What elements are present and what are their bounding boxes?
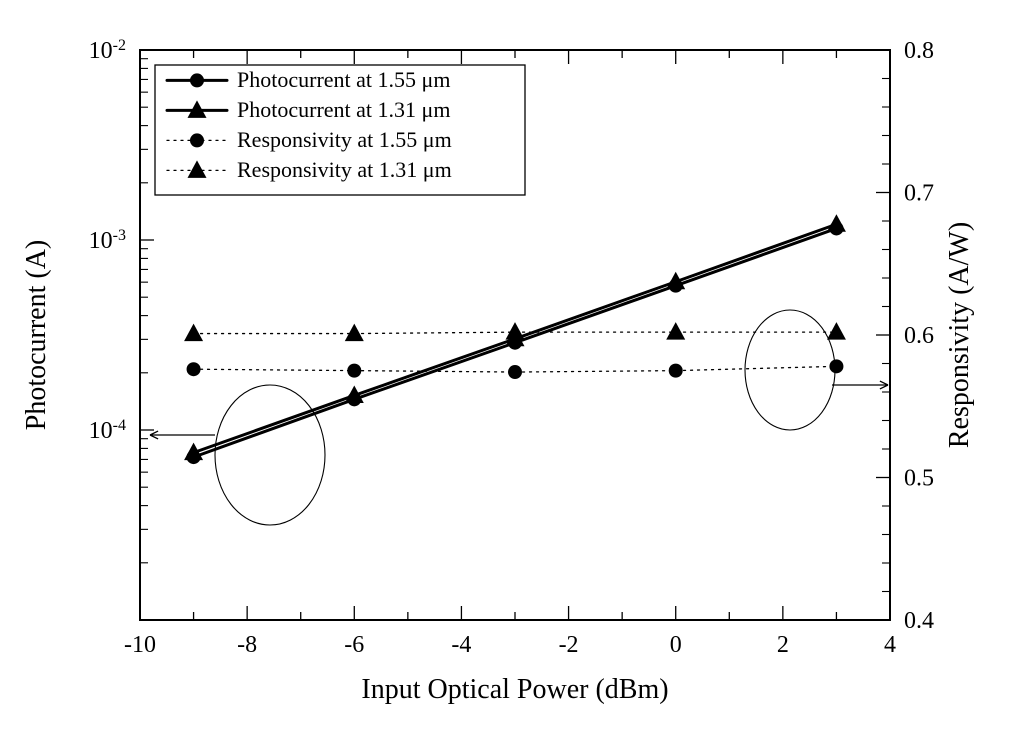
svg-text:Photocurrent at 1.31 μm: Photocurrent at 1.31 μm (237, 97, 450, 122)
svg-text:-6: -6 (344, 632, 364, 658)
svg-text:2: 2 (777, 632, 789, 658)
dual-axis-chart: -10-8-6-4-2024Input Optical Power (dBm)1… (0, 0, 1010, 747)
svg-text:0.4: 0.4 (904, 608, 934, 634)
svg-text:Photocurrent at 1.55 μm: Photocurrent at 1.55 μm (237, 67, 450, 92)
svg-text:0.7: 0.7 (904, 181, 934, 207)
svg-text:-10: -10 (124, 632, 156, 658)
svg-text:-2: -2 (559, 632, 579, 658)
svg-text:-4: -4 (451, 632, 471, 658)
svg-text:0.5: 0.5 (904, 466, 934, 492)
svg-text:-8: -8 (237, 632, 257, 658)
svg-text:4: 4 (884, 632, 896, 658)
svg-text:Responsivity at 1.31 μm: Responsivity at 1.31 μm (237, 157, 452, 182)
svg-text:0.6: 0.6 (904, 323, 934, 349)
svg-text:0.8: 0.8 (904, 38, 934, 64)
svg-text:Responsivity at 1.55 μm: Responsivity at 1.55 μm (237, 127, 452, 152)
svg-text:Photocurrent (A): Photocurrent (A) (21, 240, 52, 431)
chart-container: -10-8-6-4-2024Input Optical Power (dBm)1… (0, 0, 1010, 747)
svg-text:0: 0 (670, 632, 682, 658)
svg-text:Responsivity (A/W): Responsivity (A/W) (944, 222, 975, 448)
svg-text:Input Optical Power (dBm): Input Optical Power (dBm) (361, 674, 668, 705)
